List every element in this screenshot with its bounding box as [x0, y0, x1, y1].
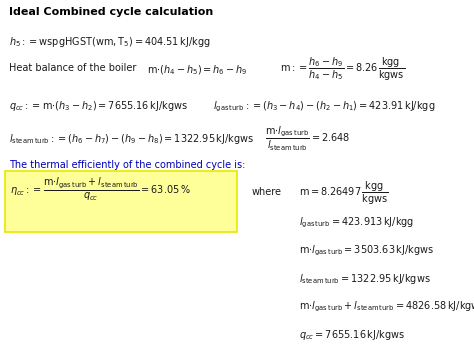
Text: $\mathrm{m}=8.26497\,\dfrac{\mathrm{kgg}}{\mathrm{kgws}}$: $\mathrm{m}=8.26497\,\dfrac{\mathrm{kgg}… — [299, 180, 388, 207]
Text: $\mathrm{m}:=\dfrac{h_6-h_9}{h_4-h_5}=8.26\,\dfrac{\mathrm{kgg}}{\mathrm{kgws}}$: $\mathrm{m}:=\dfrac{h_6-h_9}{h_4-h_5}=8.… — [280, 56, 405, 83]
Text: $\eta_{cc}:=\dfrac{\mathrm{m}{\cdot}l_{\mathrm{gas\,turb}}+l_{\mathrm{steam\,tur: $\eta_{cc}:=\dfrac{\mathrm{m}{\cdot}l_{\… — [10, 177, 191, 203]
Text: $\mathrm{m}{\cdot}l_{\mathrm{gas\,turb}}+l_{\mathrm{steam\,turb}}=4826.58\,\math: $\mathrm{m}{\cdot}l_{\mathrm{gas\,turb}}… — [299, 300, 474, 314]
Text: Heat balance of the boiler: Heat balance of the boiler — [9, 63, 136, 73]
Text: $\mathrm{m}{\cdot}(h_4-h_5)=h_6-h_9$: $\mathrm{m}{\cdot}(h_4-h_5)=h_6-h_9$ — [147, 63, 247, 77]
Text: $q_{cc}:=\mathrm{m}{\cdot}(h_3-h_2)=7655.16\,\mathrm{kJ/kgws}$: $q_{cc}:=\mathrm{m}{\cdot}(h_3-h_2)=7655… — [9, 99, 188, 113]
Text: $\mathrm{m}{\cdot}l_{\mathrm{gas\,turb}}=3503.63\,\mathrm{kJ/kgws}$: $\mathrm{m}{\cdot}l_{\mathrm{gas\,turb}}… — [299, 244, 434, 258]
Text: Ideal Combined cycle calculation: Ideal Combined cycle calculation — [9, 7, 213, 17]
Text: The thermal efficiently of the combined cycle is:: The thermal efficiently of the combined … — [9, 160, 245, 170]
Text: where: where — [251, 187, 281, 197]
Text: $h_5 := \mathrm{wspgHGST(wm,T_5)} = 404.51\,\mathrm{kJ/kgg}$: $h_5 := \mathrm{wspgHGST(wm,T_5)} = 404.… — [9, 35, 210, 49]
FancyBboxPatch shape — [5, 171, 237, 232]
Text: $l_{\mathrm{gas\,turb}}:=(h_3-h_4)-(h_2-h_1)=423.91\,\mathrm{kJ/kgg}$: $l_{\mathrm{gas\,turb}}:=(h_3-h_4)-(h_2-… — [213, 99, 436, 114]
Text: $\dfrac{\mathrm{m}{\cdot}l_{\mathrm{gas\,turb}}}{l_{\mathrm{steam\,turb}}}=2.648: $\dfrac{\mathrm{m}{\cdot}l_{\mathrm{gas\… — [265, 125, 351, 153]
Text: $l_{\mathrm{steam\,turb}}=1322.95\,\mathrm{kJ/kgws}$: $l_{\mathrm{steam\,turb}}=1322.95\,\math… — [299, 272, 430, 286]
Text: $l_{\mathrm{gas\,turb}}=423.913\,\mathrm{kJ/kgg}$: $l_{\mathrm{gas\,turb}}=423.913\,\mathrm… — [299, 215, 414, 230]
Text: $l_{\mathrm{steam\,turb}}:=(h_6-h_7)-(h_9-h_8)=1322.95\,\mathrm{kJ/kgws}$: $l_{\mathrm{steam\,turb}}:=(h_6-h_7)-(h_… — [9, 132, 254, 146]
Text: $q_{cc}=7655.16\,\mathrm{kJ/kgws}$: $q_{cc}=7655.16\,\mathrm{kJ/kgws}$ — [299, 328, 405, 342]
